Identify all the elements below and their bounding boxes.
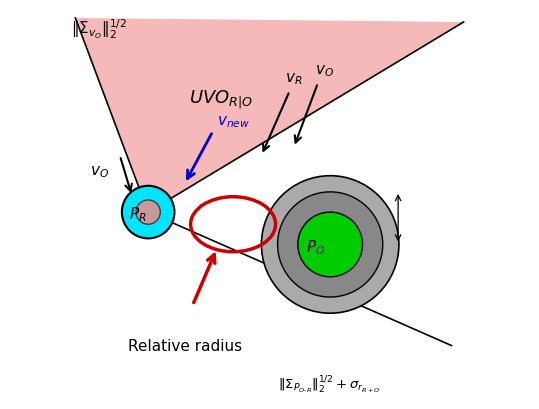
Text: Relative radius: Relative radius <box>128 338 242 353</box>
Text: $v_R$: $v_R$ <box>285 72 302 87</box>
Circle shape <box>122 187 175 239</box>
Polygon shape <box>75 19 464 213</box>
Text: $P_R$: $P_R$ <box>129 205 147 224</box>
Text: $v_O$: $v_O$ <box>90 164 109 180</box>
Text: $\|\Sigma_{v_O}\|_2^{1/2}$: $\|\Sigma_{v_O}\|_2^{1/2}$ <box>71 17 127 41</box>
Circle shape <box>261 176 399 313</box>
Text: $UVO_{R|O}$: $UVO_{R|O}$ <box>189 88 253 111</box>
Circle shape <box>278 192 383 297</box>
Text: $v_O$: $v_O$ <box>315 63 334 79</box>
Text: $P_O$: $P_O$ <box>307 238 326 256</box>
Circle shape <box>136 200 160 225</box>
Text: $v_{new}$: $v_{new}$ <box>217 114 250 130</box>
Text: $\|\Sigma_{P_{O\text{-}R}}\|_2^{1/2}+\sigma_{r_{R+O}}$: $\|\Sigma_{P_{O\text{-}R}}\|_2^{1/2}+\si… <box>278 373 381 395</box>
Circle shape <box>298 213 363 277</box>
